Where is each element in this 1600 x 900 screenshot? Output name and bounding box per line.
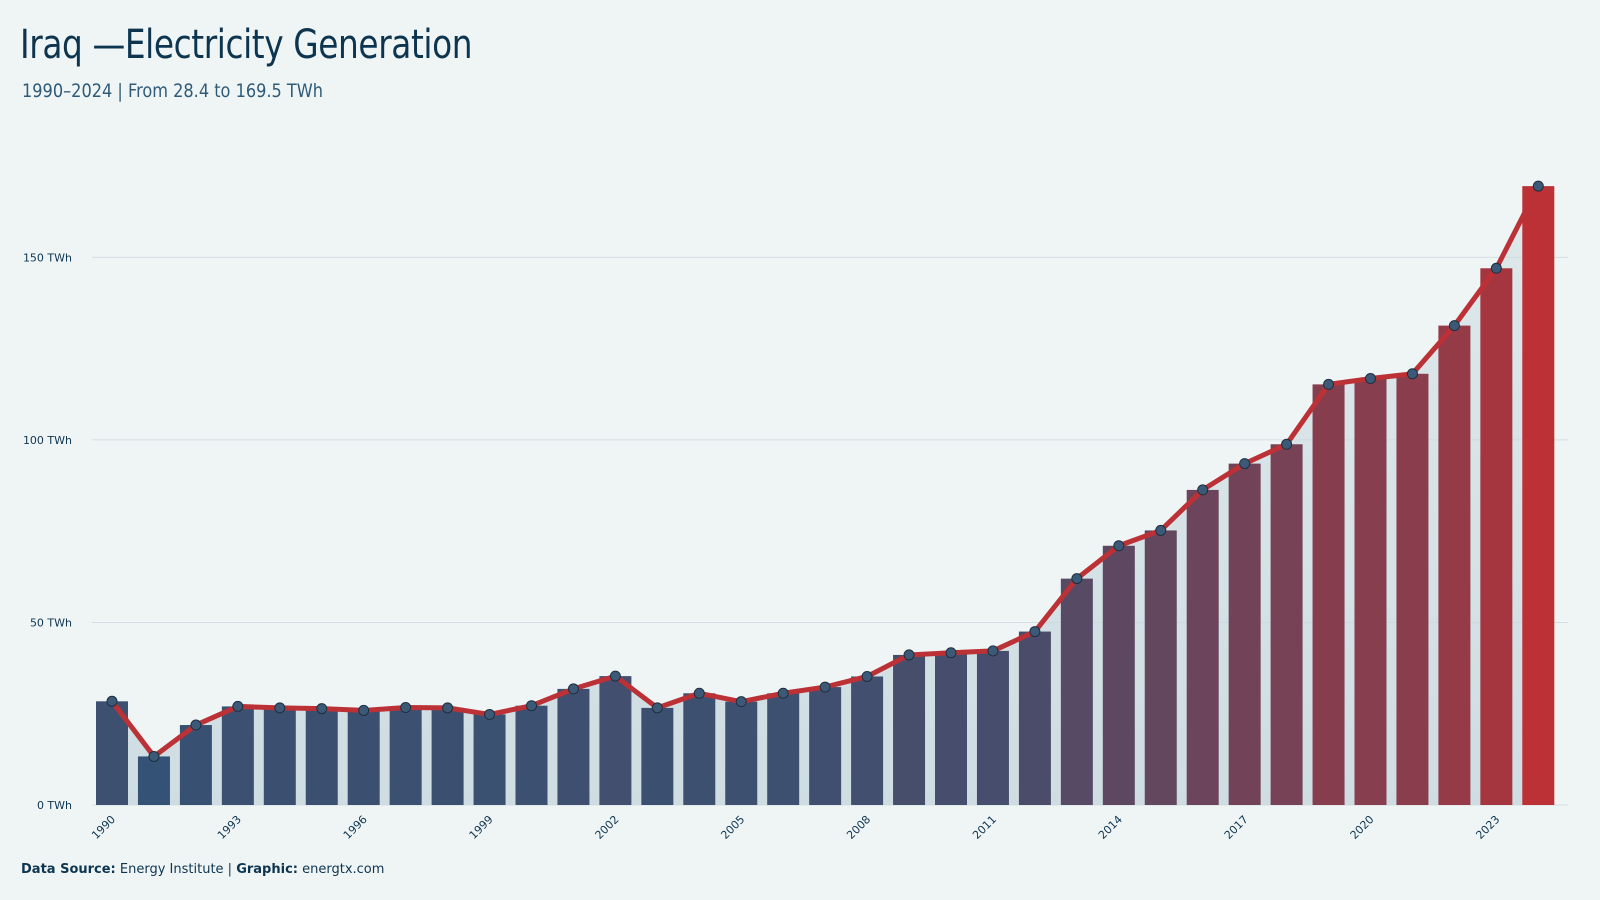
- point-2018: [1281, 438, 1293, 450]
- point-1990: [106, 695, 118, 707]
- y-tick-label: 0 TWh: [37, 799, 72, 812]
- bar-2004: [683, 693, 716, 805]
- point-2013: [1071, 573, 1083, 585]
- point-2020: [1365, 373, 1376, 385]
- point-1998: [442, 702, 454, 714]
- point-2005: [735, 696, 747, 708]
- y-tick-label: 100 TWh: [23, 434, 72, 447]
- x-tick-label: 2023: [1473, 813, 1502, 842]
- x-tick-label: 2014: [1096, 813, 1125, 842]
- point-2019: [1323, 378, 1335, 390]
- chart-title: Iraq —Electricity Generation: [20, 22, 473, 68]
- bar-2005: [725, 701, 758, 805]
- x-axis-ticks: 1990 1993 1996 1999 2002 2005 2008 2011 2014 2017…: [89, 813, 1502, 842]
- graphic-value: energtx.com: [302, 862, 385, 877]
- point-1993: [232, 700, 244, 712]
- x-tick-label: 1999: [467, 813, 496, 842]
- x-tick-label: 2002: [593, 813, 622, 842]
- bar-1991: [137, 756, 170, 805]
- graphic-label: Graphic:: [236, 862, 298, 877]
- point-2004: [693, 687, 705, 699]
- x-tick-label: 2005: [718, 813, 747, 842]
- bar-1992: [179, 725, 212, 805]
- y-axis-ticks: 0 TWh 50 TWh 100 TWh 150 TWh: [23, 251, 72, 812]
- chart-subtitle: 1990–2024 | From 28.4 to 169.5 TWh: [22, 80, 324, 102]
- point-2021: [1406, 368, 1418, 380]
- x-tick-label: 2011: [970, 813, 999, 842]
- bar-2003: [641, 707, 674, 805]
- bars: [96, 186, 1555, 806]
- point-1991: [148, 750, 160, 762]
- point-2003: [651, 702, 663, 714]
- bar-1996: [347, 710, 380, 805]
- point-2017: [1239, 458, 1251, 470]
- bar-1994: [263, 707, 296, 805]
- x-tick-label: 1990: [89, 813, 118, 842]
- bar-2001: [557, 688, 590, 805]
- bar-2006: [767, 693, 800, 805]
- point-2023: [1490, 262, 1502, 274]
- bar-2020: [1354, 378, 1387, 805]
- source-value: Energy Institute |: [119, 862, 233, 877]
- point-2014: [1113, 540, 1125, 552]
- point-2015: [1155, 524, 1167, 536]
- point-2022: [1448, 320, 1460, 332]
- point-1994: [274, 702, 286, 714]
- x-tick-label: 2008: [844, 813, 873, 842]
- bar-2014: [1102, 545, 1135, 805]
- bar-1997: [389, 707, 422, 805]
- bar-2023: [1480, 268, 1513, 806]
- bar-2007: [809, 687, 842, 805]
- x-tick-label: 2020: [1348, 813, 1377, 842]
- point-1996: [358, 704, 370, 716]
- y-tick-label: 150 TWh: [23, 251, 72, 264]
- point-2024: [1532, 180, 1544, 192]
- point-2016: [1197, 484, 1209, 496]
- point-2006: [777, 687, 789, 699]
- series-area: [112, 186, 1539, 805]
- point-2009: [903, 649, 915, 661]
- x-tick-label: 1993: [215, 813, 244, 842]
- bar-2008: [851, 676, 884, 805]
- bar-1999: [473, 714, 506, 805]
- point-2012: [1029, 626, 1041, 638]
- bar-2016: [1186, 489, 1219, 805]
- bar-2013: [1060, 578, 1093, 805]
- bar-2009: [893, 654, 926, 805]
- bar-1998: [431, 707, 464, 805]
- bar-1993: [221, 706, 254, 805]
- point-2000: [526, 700, 537, 712]
- bar-2002: [599, 676, 632, 805]
- point-1997: [400, 702, 412, 714]
- y-tick-label: 50 TWh: [30, 616, 72, 629]
- bar-2021: [1396, 373, 1429, 805]
- x-tick-label: 2017: [1222, 813, 1251, 842]
- point-1992: [190, 719, 202, 731]
- bar-2015: [1144, 530, 1177, 805]
- footer-credits: Data Source: Energy Institute | Graphic:…: [21, 862, 384, 877]
- bar-2010: [935, 652, 967, 805]
- bar-2024: [1522, 186, 1555, 805]
- bar-2011: [976, 650, 1009, 805]
- x-tick-label: 1996: [341, 813, 370, 842]
- bar-2000: [515, 705, 548, 805]
- series-markers: [106, 180, 1544, 762]
- point-1999: [484, 708, 496, 720]
- point-2007: [819, 681, 831, 693]
- source-label: Data Source:: [21, 862, 116, 877]
- point-2010: [945, 647, 957, 659]
- bar-2012: [1018, 631, 1051, 805]
- point-2008: [861, 670, 873, 682]
- bar-2022: [1438, 325, 1471, 805]
- point-1995: [316, 703, 328, 715]
- bar-2019: [1312, 384, 1345, 805]
- point-2011: [987, 645, 999, 657]
- bar-2017: [1228, 463, 1261, 805]
- point-2001: [567, 683, 579, 695]
- bar-2018: [1270, 444, 1303, 805]
- point-2002: [609, 670, 621, 682]
- bar-1995: [305, 708, 338, 805]
